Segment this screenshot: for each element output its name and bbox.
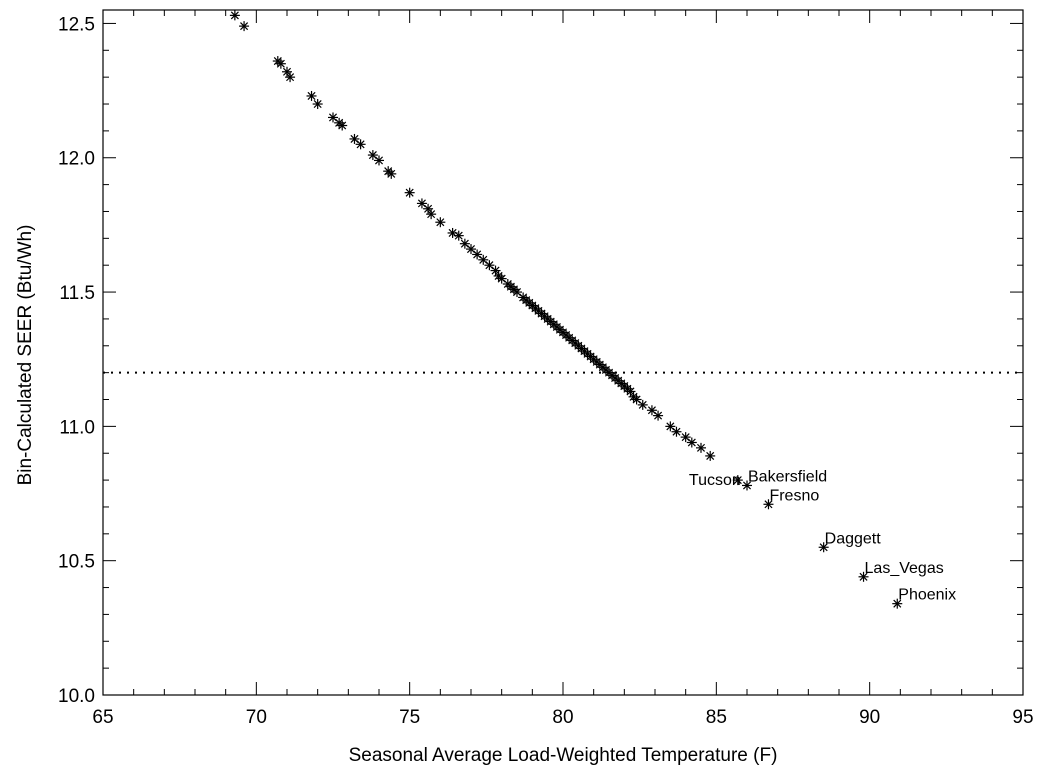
data-point xyxy=(404,187,415,198)
point-label: Phoenix xyxy=(898,587,956,604)
data-point xyxy=(453,230,464,241)
data-point xyxy=(282,66,292,77)
y-axis-title: Bin-Calculated SEER (Btu/Wh) xyxy=(15,225,36,486)
labeled-data-point xyxy=(763,499,774,510)
point-label: Fresno xyxy=(769,487,819,504)
plot-frame xyxy=(102,9,1024,696)
data-point xyxy=(423,203,434,214)
data-point xyxy=(386,168,397,179)
data-point xyxy=(349,133,360,144)
data-point xyxy=(355,139,366,150)
data-point xyxy=(306,90,317,101)
data-points xyxy=(229,10,903,609)
y-tick-label: 10.0 xyxy=(58,686,95,707)
labeled-data-point xyxy=(742,480,752,491)
data-point xyxy=(435,217,446,228)
data-point xyxy=(637,399,648,410)
data-point xyxy=(312,99,323,110)
x-tick-label: 95 xyxy=(1012,707,1033,728)
x-tick-label: 75 xyxy=(399,707,420,728)
plot-border xyxy=(102,9,1024,696)
point-label: Daggett xyxy=(825,530,882,547)
y-tick-label: 12.5 xyxy=(58,14,95,35)
y-tick-label: 12.0 xyxy=(58,149,95,170)
data-point xyxy=(705,450,716,461)
x-tick-label: 90 xyxy=(859,707,880,728)
x-tick-label: 70 xyxy=(246,707,267,728)
x-axis-title: Seasonal Average Load-Weighted Temperatu… xyxy=(349,745,778,766)
data-point xyxy=(625,386,636,397)
data-point xyxy=(374,155,384,166)
labeled-data-point xyxy=(818,542,829,553)
data-point xyxy=(285,72,296,83)
point-label: Bakersfield xyxy=(748,468,827,485)
x-tick-label: 65 xyxy=(92,707,113,728)
axis-tick-labels: 65 70 75 80 85 90 95 10.0 10.5 11.0 11.5 12.0 12.5 xyxy=(58,14,1034,728)
data-point xyxy=(696,442,706,453)
y-tick-label: 10.5 xyxy=(58,552,95,573)
data-point xyxy=(239,21,250,32)
labeled-data-point xyxy=(732,475,743,486)
data-point xyxy=(229,10,240,21)
data-point xyxy=(337,120,348,131)
point-label: Las_Vegas xyxy=(865,560,944,577)
axis-ticks xyxy=(102,10,1024,696)
y-tick-label: 11.5 xyxy=(59,283,95,304)
labeled-data-point xyxy=(858,571,869,582)
data-point xyxy=(490,265,501,276)
data-point xyxy=(680,432,691,443)
data-point xyxy=(472,249,483,260)
labeled-data-point xyxy=(892,598,903,609)
data-point xyxy=(275,58,286,69)
point-annotations: Tucson Bakersfield Fresno Daggett Las_Vegas P… xyxy=(689,468,956,603)
data-point xyxy=(653,410,664,421)
data-point xyxy=(686,437,697,448)
x-tick-label: 85 xyxy=(706,707,727,728)
data-point xyxy=(671,426,682,437)
y-tick-label: 11.0 xyxy=(59,417,95,438)
x-tick-label: 80 xyxy=(552,707,573,728)
point-label: Tucson xyxy=(689,472,741,489)
data-point xyxy=(426,209,437,220)
